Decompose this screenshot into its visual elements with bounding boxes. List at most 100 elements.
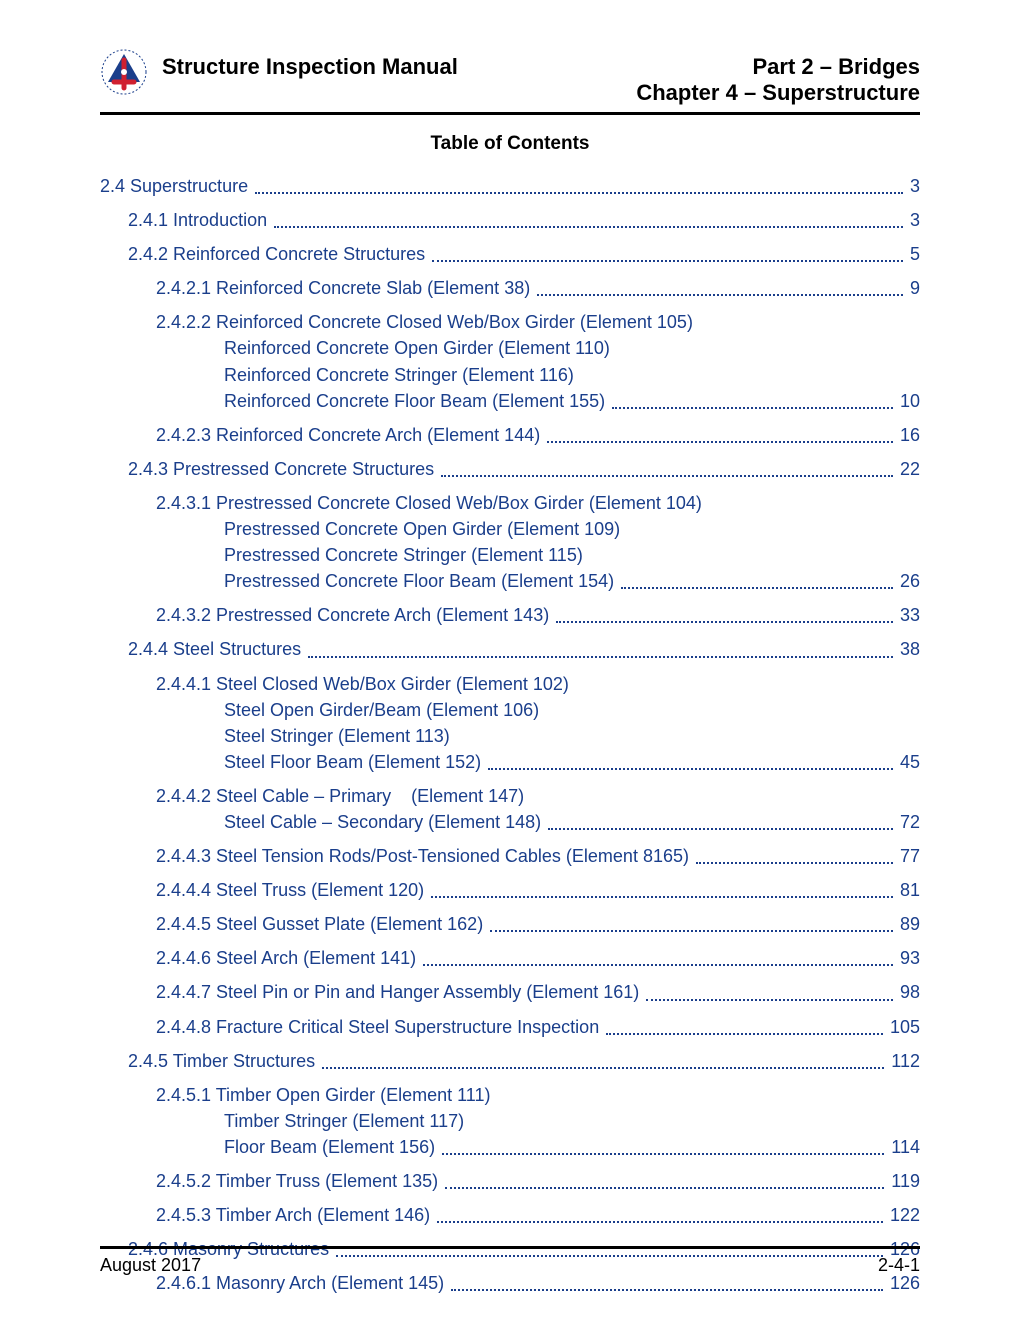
toc-leader-dots	[322, 1067, 884, 1069]
toc-entry-label: 2.4.4.5 Steel Gusset Plate (Element 162)	[156, 911, 488, 937]
toc-entry-label: Steel Floor Beam (Element 152)	[224, 749, 486, 775]
toc-entry[interactable]: 2.4.2.2 Reinforced Concrete Closed Web/B…	[100, 309, 920, 413]
toc-entry-continuation: Timber Stringer (Element 117)	[100, 1108, 920, 1134]
toc-leader-dots	[606, 1033, 883, 1035]
toc-page-number: 9	[905, 275, 920, 301]
toc-leader-dots	[612, 407, 893, 409]
toc-entry[interactable]: 2.4.3 Prestressed Concrete Structures 22	[100, 456, 920, 482]
toc-leader-dots	[547, 441, 893, 443]
manual-title: Structure Inspection Manual	[162, 54, 458, 80]
toc-entry-continuation: Reinforced Concrete Stringer (Element 11…	[100, 362, 920, 388]
toc-entry[interactable]: 2.4.4 Steel Structures 38	[100, 636, 920, 662]
toc-entry[interactable]: 2.4.3.1 Prestressed Concrete Closed Web/…	[100, 490, 920, 594]
toc-entry[interactable]: 2.4.5.2 Timber Truss (Element 135) 119	[100, 1168, 920, 1194]
toc-page-number: 112	[886, 1048, 920, 1074]
toc-entry[interactable]: 2.4.5 Timber Structures 112	[100, 1048, 920, 1074]
page-header: Structure Inspection Manual Part 2 – Bri…	[100, 48, 920, 115]
header-right: Part 2 – Bridges Chapter 4 – Superstruct…	[636, 54, 920, 106]
part-title: Part 2 – Bridges	[636, 54, 920, 80]
toc-entry-label: 2.4.4.2 Steel Cable – Primary (Element 1…	[100, 783, 920, 809]
toc-entry-label: 2.4.3.2 Prestressed Concrete Arch (Eleme…	[156, 602, 554, 628]
toc-page-number: 22	[895, 456, 920, 482]
document-page: Structure Inspection Manual Part 2 – Bri…	[0, 0, 1020, 1320]
toc-page-number: 3	[905, 207, 920, 233]
toc-entry[interactable]: 2.4.4.3 Steel Tension Rods/Post-Tensione…	[100, 843, 920, 869]
footer-page-number: 2-4-1	[878, 1255, 920, 1276]
toc-entry-label: 2.4 Superstructure	[100, 173, 253, 199]
toc-leader-dots	[423, 964, 893, 966]
toc-entry-label: 2.4.4.7 Steel Pin or Pin and Hanger Asse…	[156, 979, 644, 1005]
toc-leader-dots	[308, 656, 893, 658]
toc-entry-label: 2.4.4.6 Steel Arch (Element 141)	[156, 945, 421, 971]
toc-entry[interactable]: 2.4.2 Reinforced Concrete Structures 5	[100, 241, 920, 267]
chapter-title: Chapter 4 – Superstructure	[636, 80, 920, 106]
toc-entry-label: 2.4.2.1 Reinforced Concrete Slab (Elemen…	[156, 275, 535, 301]
toc-entry-label: 2.4.4.4 Steel Truss (Element 120)	[156, 877, 429, 903]
toc-page-number: 122	[885, 1202, 920, 1228]
toc-entry[interactable]: 2.4.4.8 Fracture Critical Steel Superstr…	[100, 1014, 920, 1040]
toc-entry-label: Floor Beam (Element 156)	[224, 1134, 440, 1160]
toc-entry[interactable]: 2.4.3.2 Prestressed Concrete Arch (Eleme…	[100, 602, 920, 628]
toc-entry-label: 2.4.4.3 Steel Tension Rods/Post-Tensione…	[156, 843, 694, 869]
toc-page-number: 77	[895, 843, 920, 869]
toc-page-number: 81	[895, 877, 920, 903]
toc-page-number: 114	[886, 1134, 920, 1160]
toc-leader-dots	[537, 294, 903, 296]
toc-entry-label: Prestressed Concrete Floor Beam (Element…	[224, 568, 619, 594]
toc-entry-label: 2.4.4 Steel Structures	[128, 636, 306, 662]
toc-leader-dots	[646, 999, 893, 1001]
toc-entry-label: 2.4.5.3 Timber Arch (Element 146)	[156, 1202, 435, 1228]
toc-heading: Table of Contents	[100, 133, 920, 155]
toc-leader-dots	[548, 828, 893, 830]
toc-page-number: 105	[885, 1014, 920, 1040]
toc-entry-label: 2.4.5.1 Timber Open Girder (Element 111)	[100, 1082, 920, 1108]
toc-entry[interactable]: 2.4.2.3 Reinforced Concrete Arch (Elemen…	[100, 422, 920, 448]
toc-leader-dots	[431, 896, 893, 898]
toc-entry[interactable]: 2.4.2.1 Reinforced Concrete Slab (Elemen…	[100, 275, 920, 301]
toc-leader-dots	[556, 621, 893, 623]
table-of-contents: 2.4 Superstructure 32.4.1 Introduction 3…	[100, 173, 920, 1296]
toc-entry-label: 2.4.4.8 Fracture Critical Steel Superstr…	[156, 1014, 604, 1040]
toc-leader-dots	[441, 475, 893, 477]
toc-page-number: 119	[886, 1168, 920, 1194]
toc-entry[interactable]: 2.4 Superstructure 3	[100, 173, 920, 199]
toc-leader-dots	[490, 930, 893, 932]
toc-entry[interactable]: 2.4.5.1 Timber Open Girder (Element 111)…	[100, 1082, 920, 1160]
toc-entry-continuation: Prestressed Concrete Open Girder (Elemen…	[100, 516, 920, 542]
toc-entry[interactable]: 2.4.1 Introduction 3	[100, 207, 920, 233]
toc-entry[interactable]: 2.4.4.1 Steel Closed Web/Box Girder (Ele…	[100, 671, 920, 775]
toc-leader-dots	[255, 192, 903, 194]
toc-page-number: 45	[895, 749, 920, 775]
toc-page-number: 93	[895, 945, 920, 971]
toc-entry-label: 2.4.3 Prestressed Concrete Structures	[128, 456, 439, 482]
toc-entry[interactable]: 2.4.4.4 Steel Truss (Element 120) 81	[100, 877, 920, 903]
header-text: Structure Inspection Manual Part 2 – Bri…	[162, 48, 920, 106]
toc-entry[interactable]: 2.4.4.5 Steel Gusset Plate (Element 162)…	[100, 911, 920, 937]
toc-page-number: 72	[895, 809, 920, 835]
toc-entry-continuation: Steel Open Girder/Beam (Element 106)	[100, 697, 920, 723]
toc-entry-label: 2.4.3.1 Prestressed Concrete Closed Web/…	[100, 490, 920, 516]
toc-entry-label: 2.4.5 Timber Structures	[128, 1048, 320, 1074]
toc-entry[interactable]: 2.4.4.2 Steel Cable – Primary (Element 1…	[100, 783, 920, 835]
toc-entry[interactable]: 2.4.4.6 Steel Arch (Element 141) 93	[100, 945, 920, 971]
toc-leader-dots	[274, 226, 903, 228]
toc-page-number: 16	[895, 422, 920, 448]
toc-page-number: 10	[895, 388, 920, 414]
toc-entry-label: 2.4.2.3 Reinforced Concrete Arch (Elemen…	[156, 422, 545, 448]
toc-leader-dots	[445, 1187, 884, 1189]
toc-entry-label: 2.4.4.1 Steel Closed Web/Box Girder (Ele…	[100, 671, 920, 697]
page-footer: August 2017 2-4-1	[100, 1246, 920, 1276]
toc-leader-dots	[442, 1153, 884, 1155]
toc-leader-dots	[488, 768, 893, 770]
toc-entry[interactable]: 2.4.5.3 Timber Arch (Element 146) 122	[100, 1202, 920, 1228]
toc-entry-label: Steel Cable – Secondary (Element 148)	[224, 809, 546, 835]
toc-entry-label: 2.4.2 Reinforced Concrete Structures	[128, 241, 430, 267]
footer-date: August 2017	[100, 1255, 201, 1276]
toc-leader-dots	[451, 1289, 883, 1291]
toc-page-number: 38	[895, 636, 920, 662]
toc-entry[interactable]: 2.4.4.7 Steel Pin or Pin and Hanger Asse…	[100, 979, 920, 1005]
toc-entry-label: 2.4.2.2 Reinforced Concrete Closed Web/B…	[100, 309, 920, 335]
toc-page-number: 33	[895, 602, 920, 628]
toc-entry-label: 2.4.1 Introduction	[128, 207, 272, 233]
toc-page-number: 98	[895, 979, 920, 1005]
